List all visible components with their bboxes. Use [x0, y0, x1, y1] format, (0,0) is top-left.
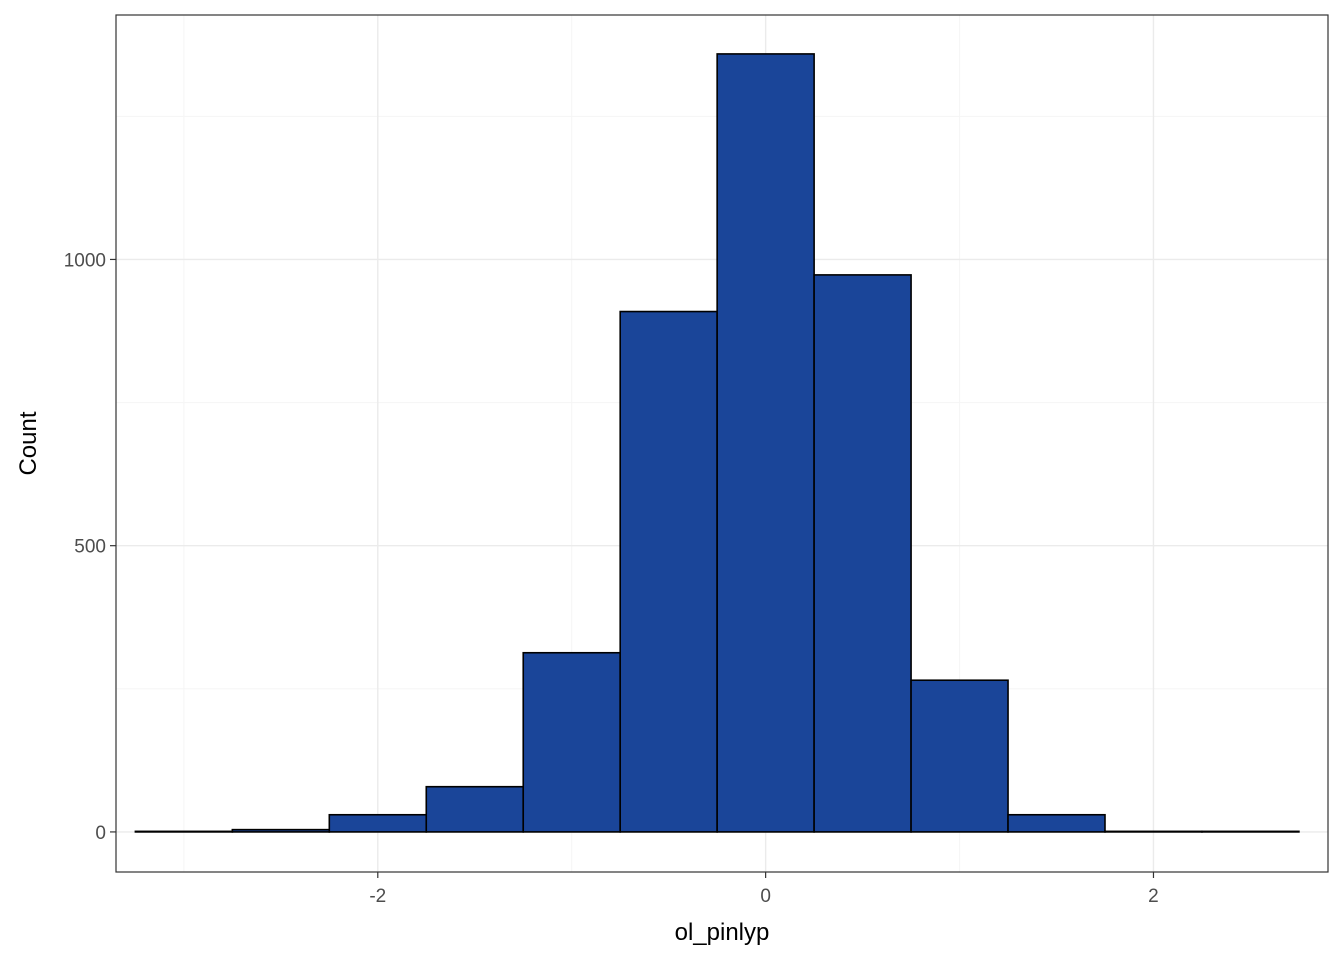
- x-axis-title: ol_pinlyp: [675, 919, 770, 946]
- x-axis: -2 0 2: [369, 872, 1159, 907]
- histogram-bar: [1007, 813, 1106, 833]
- x-tick-label: -2: [369, 886, 386, 907]
- histogram-bars: [134, 53, 1300, 833]
- y-axis-title: Count: [15, 411, 42, 475]
- histogram-bar: [1104, 830, 1203, 833]
- histogram-bar: [231, 828, 331, 833]
- x-tick-label: 0: [760, 886, 771, 907]
- y-tick-label: 500: [74, 537, 106, 558]
- histogram-bar: [910, 679, 1009, 833]
- histogram-bar: [134, 830, 234, 833]
- histogram-bar: [716, 53, 815, 833]
- histogram-bar: [813, 274, 912, 833]
- histogram-bar: [522, 651, 621, 833]
- x-tick-label: 2: [1148, 886, 1159, 907]
- histogram-bar: [619, 310, 718, 833]
- panel-border: [115, 14, 1329, 873]
- y-axis: 0 500 1000: [64, 250, 116, 844]
- y-tick-label: 0: [95, 823, 106, 844]
- histogram-bar: [425, 785, 525, 833]
- histogram-bar: [328, 813, 428, 833]
- histogram-bar: [1201, 830, 1300, 833]
- y-tick-label: 1000: [64, 250, 106, 271]
